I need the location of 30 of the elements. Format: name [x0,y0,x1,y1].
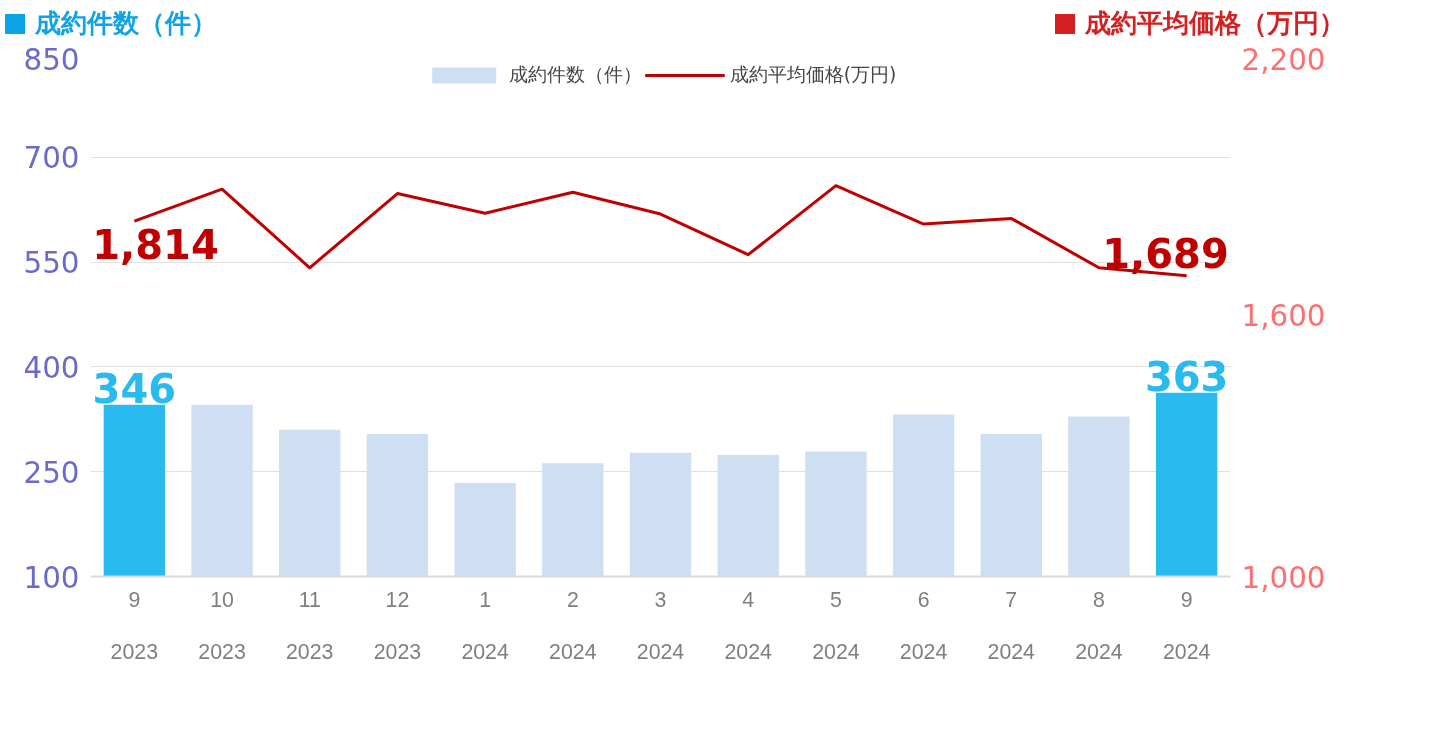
y2-axis-title: 成約平均価格（万円） [1085,8,1345,38]
y-tick-label: 850 [23,42,80,77]
data-label: 1,689 [1102,230,1229,277]
legend-label: 成約件数（件） [508,63,642,88]
y-tick-label: 100 [23,560,80,595]
y-tick-label: 550 [23,246,80,281]
category-label: 7 2024 [987,587,1035,665]
y2-tick-label: 1,000 [1241,560,1326,595]
category-label: 9 2023 [110,587,159,665]
data-label: 363 [1144,353,1229,400]
legend-label: 成約平均価格(万円) [729,63,897,88]
category-label: 4 2024 [724,587,772,665]
category-label: 3 2024 [636,587,685,665]
category-label: 12 2023 [373,587,422,665]
y-tick-label: 700 [23,141,80,176]
y-tick-label: 400 [23,351,80,386]
category-label: 9 2024 [1162,587,1211,665]
category-label: 11 2023 [286,587,334,665]
category-label: 5 2024 [812,587,860,665]
category-label: 10 2023 [198,587,246,665]
category-label: 2 2024 [549,587,597,665]
y2-tick-label: 1,600 [1241,298,1326,333]
data-label: 346 [92,365,177,412]
y-axis-title: 成約件数（件） [35,8,217,38]
category-label: 8 2024 [1075,587,1123,665]
data-label: 1,814 [92,222,219,269]
category-label: 6 2024 [899,587,948,665]
category-label: 1 2024 [461,587,509,665]
y-tick-label: 250 [23,455,80,490]
y2-tick-label: 2,200 [1241,42,1326,77]
